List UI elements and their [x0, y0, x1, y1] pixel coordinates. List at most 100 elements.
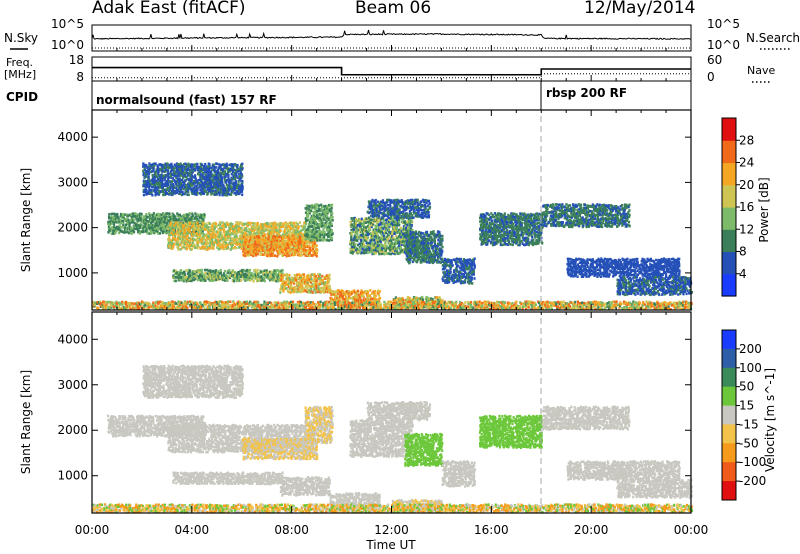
- echo-cell: [308, 274, 312, 278]
- echo-cell: [213, 177, 216, 181]
- echo-cell: [202, 219, 205, 222]
- echo-cell: [203, 170, 207, 174]
- echo-cell: [123, 226, 126, 229]
- echo-cell: [291, 224, 294, 227]
- echo-cell: [298, 280, 301, 284]
- echo-cell: [257, 232, 260, 235]
- echo-cell: [179, 167, 182, 170]
- echo-cell: [231, 229, 235, 233]
- echo-cell: [145, 164, 148, 167]
- echo-cell: [307, 225, 311, 229]
- echo-cell: [198, 237, 202, 241]
- echo-cell: [208, 240, 211, 243]
- echo-cell: [158, 221, 161, 224]
- echo-cell: [174, 272, 177, 276]
- echo-cell: [187, 228, 190, 231]
- echo-cell: [257, 274, 260, 278]
- echo-cell: [299, 231, 303, 234]
- echo-cell: [184, 222, 187, 225]
- echo-cell: [159, 227, 162, 230]
- echo-cell: [273, 269, 277, 272]
- echo-cell: [162, 213, 165, 216]
- echo-cell: [172, 185, 175, 188]
- echo-cell: [316, 235, 319, 239]
- echo-cell: [220, 246, 223, 249]
- echo-cell: [181, 167, 184, 170]
- echo-cell: [178, 180, 181, 183]
- echo-cell: [258, 236, 261, 240]
- echo-cell: [153, 223, 156, 227]
- echo-cell: [310, 279, 313, 282]
- echo-cell: [291, 231, 294, 234]
- echo-cell: [121, 219, 124, 223]
- echo-cell: [217, 238, 220, 242]
- echo-cell: [171, 182, 175, 186]
- echo-cell: [200, 179, 203, 182]
- echo-cell: [180, 185, 183, 189]
- echo-cell: [157, 186, 160, 189]
- echo-cell: [150, 228, 153, 232]
- echo-cell: [173, 269, 176, 272]
- echo-cell: [179, 232, 182, 236]
- echo-cell: [313, 232, 316, 235]
- echo-cell: [170, 162, 173, 166]
- echo-cell: [283, 224, 286, 227]
- echo-cell: [285, 247, 288, 250]
- echo-cell: [319, 235, 322, 238]
- echo-cell: [170, 242, 173, 246]
- echo-cell: [130, 232, 133, 235]
- echo-cell: [272, 232, 275, 236]
- echo-cell: [237, 192, 240, 196]
- echo-cell: [190, 189, 193, 192]
- echo-cell: [222, 230, 225, 234]
- echo-cell: [210, 170, 213, 173]
- echo-cell: [218, 180, 221, 184]
- echo-cell: [140, 216, 143, 220]
- echo-cell: [131, 215, 134, 219]
- echo-cell: [206, 242, 209, 245]
- echo-cell: [308, 251, 311, 254]
- echo-cell: [357, 298, 361, 302]
- echo-cell: [281, 245, 284, 248]
- echo-cell: [178, 165, 181, 168]
- echo-cell: [262, 278, 265, 281]
- echo-cell: [220, 176, 223, 179]
- echo-cell: [352, 238, 355, 241]
- echo-cell: [310, 229, 313, 232]
- echo-cell: [237, 279, 240, 283]
- echo-cell: [203, 177, 206, 181]
- echo-cell: [239, 177, 242, 181]
- echo-cell: [118, 231, 121, 235]
- echo-cell: [135, 223, 138, 226]
- echo-cell: [152, 179, 155, 182]
- echo-cell: [267, 233, 270, 236]
- echo-cell: [115, 221, 118, 224]
- echo-cell: [284, 273, 287, 277]
- echo-cell: [219, 228, 222, 232]
- echo-cell: [212, 276, 216, 280]
- echo-cell: [366, 210, 369, 214]
- echo-cell: [188, 183, 191, 187]
- echo-cell: [378, 290, 381, 293]
- echo-cell: [355, 235, 358, 239]
- echo-cell: [234, 183, 237, 186]
- echo-cell: [152, 166, 155, 170]
- echo-cell: [200, 270, 203, 274]
- echo-cell: [351, 241, 354, 245]
- echo-cell: [295, 246, 298, 249]
- echo-cell: [267, 222, 270, 226]
- cpid-segment-2: rbsp 200 RF: [546, 86, 627, 100]
- echo-cell: [212, 273, 215, 277]
- echo-cell: [116, 225, 119, 229]
- echo-cell: [147, 170, 150, 174]
- echo-cell: [261, 270, 265, 273]
- echo-cell: [304, 207, 307, 210]
- echo-cell: [215, 166, 218, 169]
- echo-cell: [302, 236, 305, 240]
- echo-cell: [170, 239, 173, 242]
- echo-cell: [395, 226, 398, 229]
- echo-cell: [288, 225, 292, 228]
- echo-cell: [145, 184, 148, 187]
- echo-cell: [172, 218, 175, 222]
- echo-cell: [146, 221, 149, 225]
